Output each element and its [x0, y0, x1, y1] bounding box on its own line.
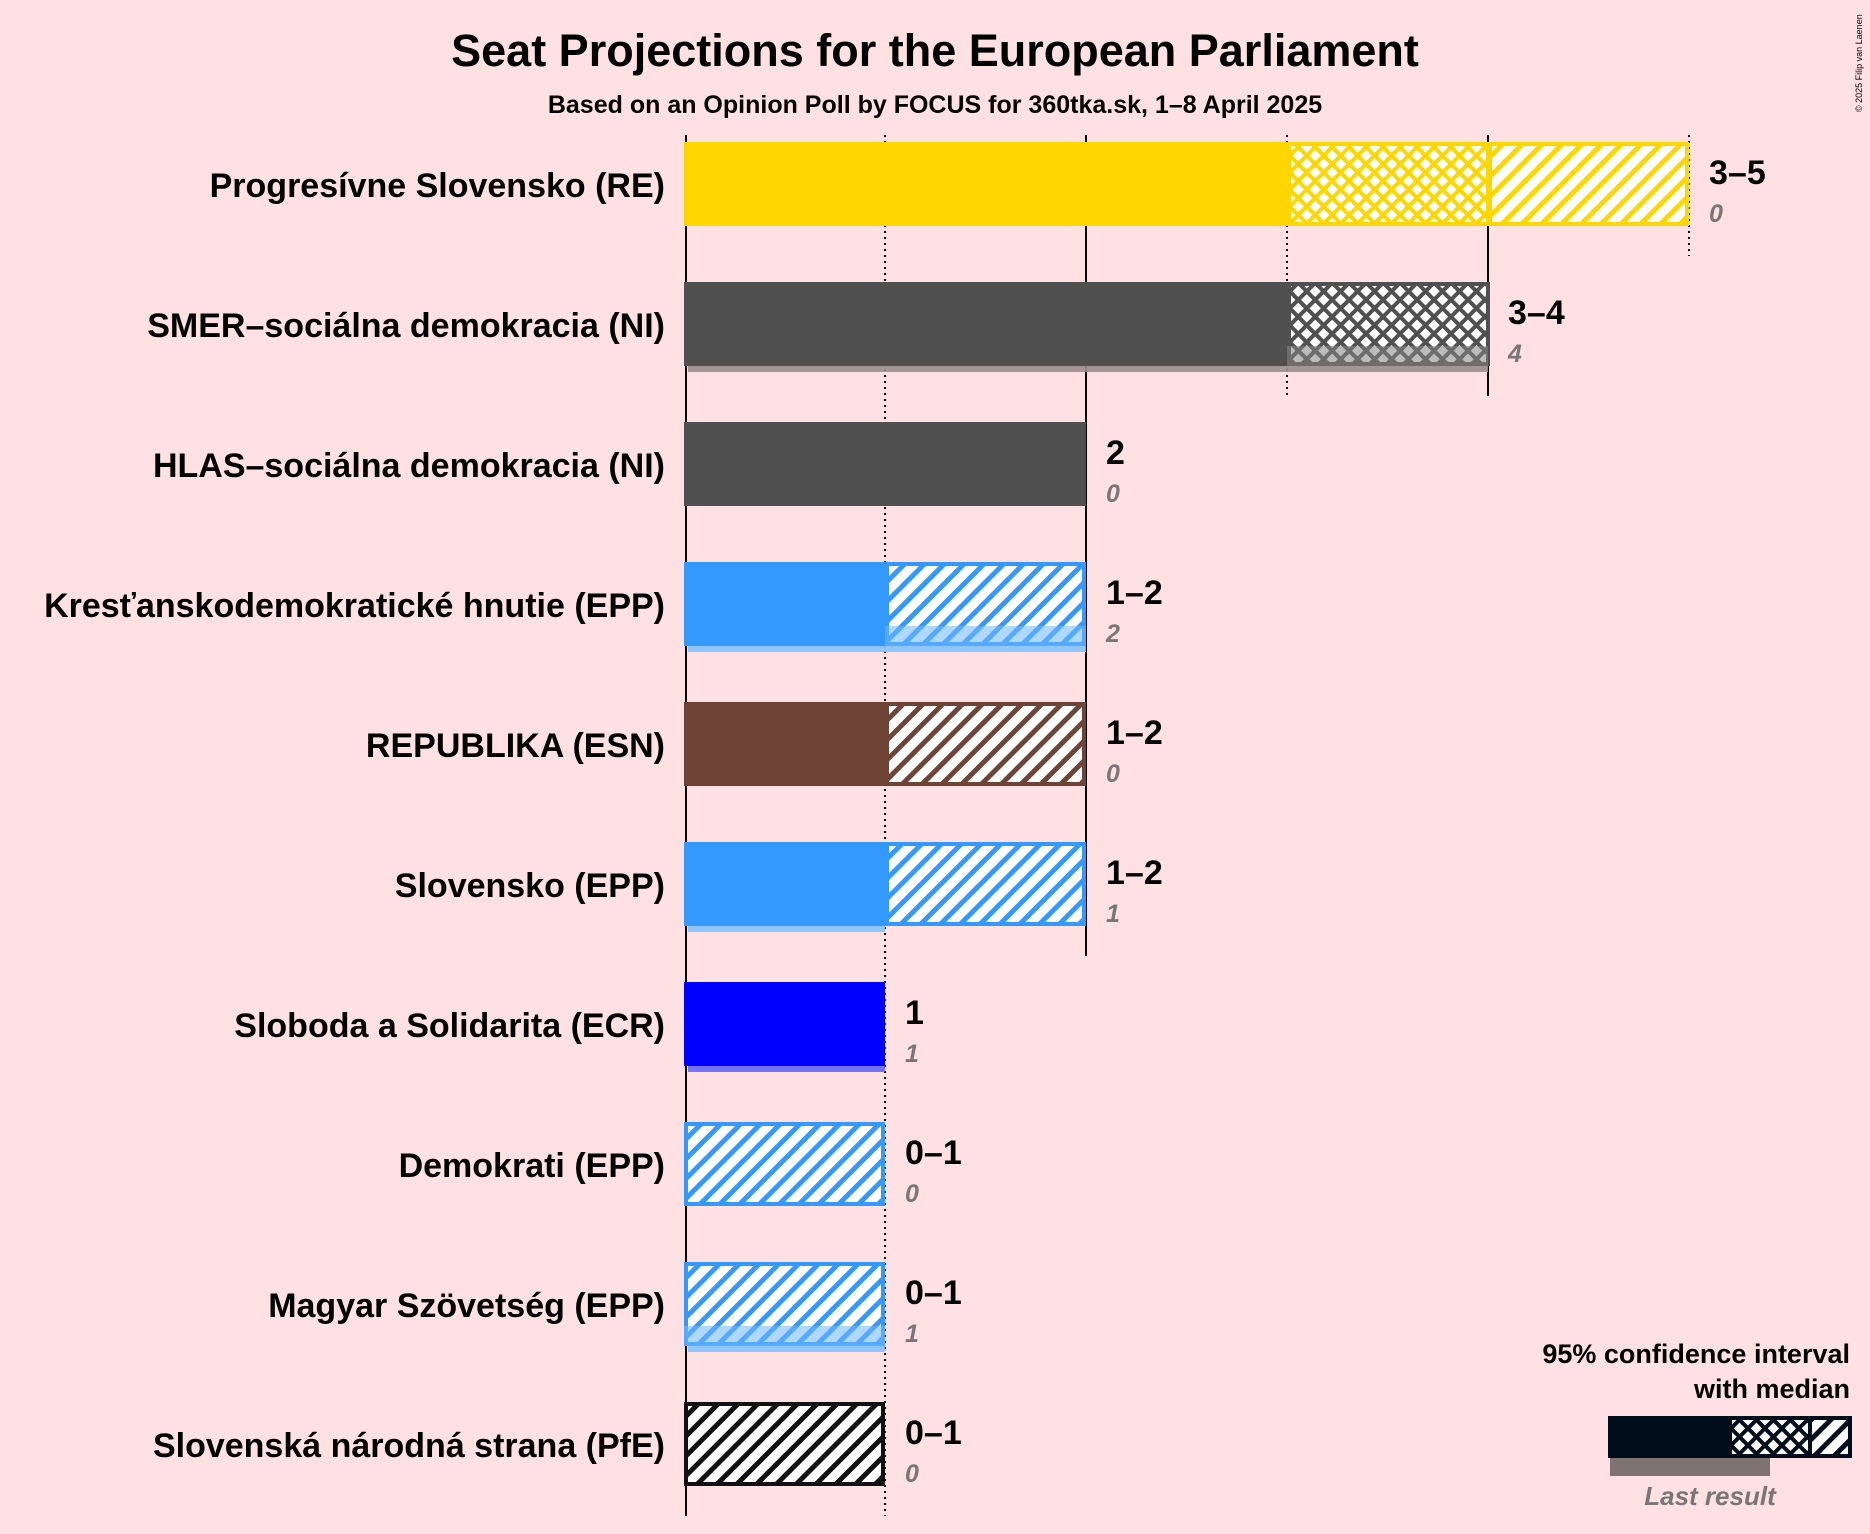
last-result-label: 0 — [1709, 200, 1723, 228]
range-label: 0–1 — [905, 1414, 962, 1452]
legend: 95% confidence interval with median Last… — [1542, 1339, 1852, 1511]
party-row — [684, 562, 1086, 652]
chart-subtitle: Based on an Opinion Poll by FOCUS for 36… — [548, 91, 1322, 119]
copyright-notice: © 2025 Filip van Laenen — [1854, 14, 1864, 112]
party-name-label: Progresívne Slovensko (RE) — [210, 167, 665, 205]
party-row — [684, 702, 1086, 786]
party-name-label: Slovenská národná strana (PfE) — [153, 1427, 665, 1465]
hatch-bar — [684, 1122, 885, 1206]
last-result-label: 1 — [905, 1040, 919, 1068]
last-result-label: 0 — [1106, 760, 1120, 788]
last-result-label: 0 — [905, 1460, 919, 1488]
solid-bar — [684, 702, 885, 786]
last-result-overlay — [1287, 346, 1488, 366]
range-label: 1–2 — [1106, 574, 1163, 612]
party-name-label: Magyar Szövetség (EPP) — [268, 1287, 665, 1325]
party-row — [684, 1262, 885, 1352]
range-label: 1–2 — [1106, 854, 1163, 892]
party-name-label: SMER–sociálna demokracia (NI) — [147, 307, 665, 345]
legend-crosshatch-bar — [1728, 1416, 1812, 1458]
last-result-label: 2 — [1105, 620, 1120, 648]
range-label: 3–5 — [1709, 154, 1766, 192]
party-name-label: HLAS–sociálna demokracia (NI) — [153, 447, 665, 485]
legend-line-1: 95% confidence interval — [1542, 1339, 1850, 1369]
last-result-overlay — [885, 626, 1086, 646]
hatch-bar — [885, 702, 1086, 786]
party-name-label: Demokrati (EPP) — [399, 1147, 665, 1185]
party-row — [684, 282, 1490, 372]
party-name-label: Slovensko (EPP) — [395, 867, 665, 905]
last-result-label: 4 — [1507, 340, 1522, 368]
last-result-overlay — [684, 1326, 885, 1346]
range-label: 3–4 — [1508, 294, 1565, 332]
party-row — [684, 842, 1086, 932]
hatch-bar — [885, 842, 1086, 926]
bars — [684, 142, 1689, 1486]
solid-bar — [684, 142, 1287, 226]
chart-title: Seat Projections for the European Parlia… — [451, 25, 1419, 76]
range-label: 2 — [1106, 434, 1125, 472]
party-row — [684, 1402, 885, 1486]
solid-bar — [684, 562, 885, 646]
hatch-bar — [684, 1402, 885, 1486]
solid-bar — [684, 282, 1287, 366]
party-name-label: REPUBLIKA (ESN) — [366, 727, 665, 765]
hatch-bar — [1488, 142, 1689, 226]
last-result-label: 0 — [905, 1180, 919, 1208]
range-label: 0–1 — [905, 1134, 962, 1172]
solid-bar — [684, 422, 1086, 506]
party-row — [684, 982, 885, 1072]
legend-line-2: with median — [1693, 1374, 1850, 1404]
last-result-label: 0 — [1106, 480, 1120, 508]
legend-solid-bar — [1608, 1416, 1730, 1458]
range-label: 1–2 — [1106, 714, 1163, 752]
legend-last-result-label: Last result — [1644, 1481, 1777, 1511]
solid-bar — [684, 982, 885, 1066]
last-result-label: 1 — [1106, 900, 1120, 928]
legend-hatch-bar — [1808, 1416, 1852, 1458]
party-row — [684, 1122, 885, 1206]
range-label: 0–1 — [905, 1274, 962, 1312]
solid-bar — [684, 842, 885, 926]
labels: Progresívne Slovensko (RE) 3–5 0 SMER–sociá… — [44, 154, 1766, 1488]
crosshatch-bar — [1287, 142, 1490, 226]
party-name-label: Sloboda a Solidarita (ECR) — [234, 1007, 665, 1045]
party-row — [684, 422, 1086, 506]
last-result-label: 1 — [905, 1320, 919, 1348]
range-label: 1 — [905, 994, 924, 1032]
party-name-label: Kresťanskodemokratické hnutie (EPP) — [44, 587, 665, 625]
party-row — [684, 142, 1689, 226]
